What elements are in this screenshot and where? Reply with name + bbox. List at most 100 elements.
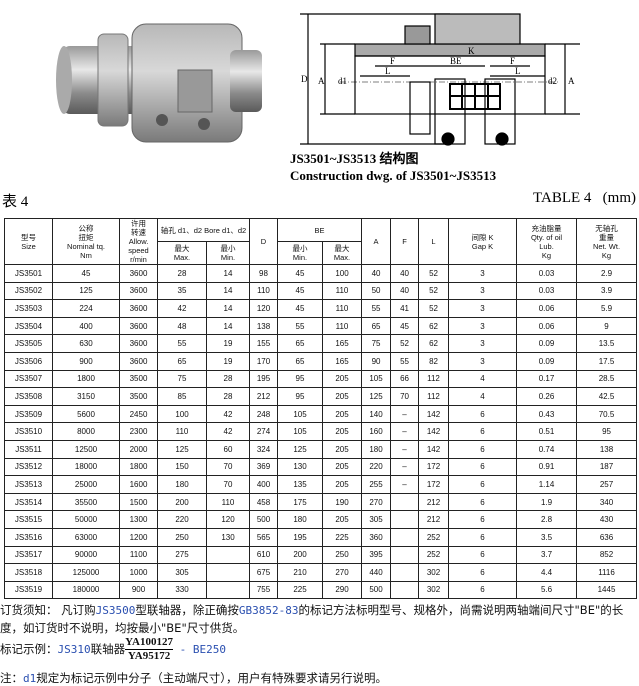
table-cell: 142: [418, 422, 450, 441]
table-cell: 630: [52, 334, 120, 353]
table-cell: 70: [206, 457, 250, 477]
table-cell: 6: [448, 545, 518, 565]
table-cell: 1800: [119, 457, 158, 477]
table-cell: 138: [249, 316, 278, 336]
table-cell: 500: [249, 510, 278, 529]
table-cell: 2000: [119, 439, 158, 459]
table-cell: 50: [361, 281, 392, 301]
table-cell: 1.9: [516, 492, 578, 512]
table-cell: 3600: [119, 264, 158, 283]
table-cell: 210: [277, 563, 323, 582]
table-cell: 65: [361, 316, 392, 336]
table-cell: 19: [206, 351, 250, 371]
svg-text:A: A: [318, 76, 325, 86]
table-cell: 105: [277, 404, 323, 424]
table-cell: 66: [390, 369, 420, 389]
table-cell: –: [390, 439, 420, 459]
table-cell: 5.6: [516, 580, 578, 600]
table-cell: –: [390, 422, 420, 441]
table-cell: 55: [390, 351, 420, 371]
header-L: L: [418, 218, 450, 265]
table-cell: JS3514: [4, 492, 53, 512]
table-cell: [390, 563, 420, 582]
table-cell: 900: [52, 351, 120, 371]
table-cell: 852: [576, 545, 638, 565]
table-cell: JS3509: [4, 404, 53, 424]
table-cell: 95: [277, 387, 323, 406]
table-cell: 205: [321, 475, 363, 494]
table-cell: 6: [448, 580, 518, 600]
table-cell: 3500: [119, 369, 158, 389]
header-bore: 轴孔 d1、d2 Bore d1、d2: [157, 218, 250, 242]
table-cell: [206, 563, 250, 582]
table-cell: 0.51: [516, 422, 578, 441]
table-cell: 270: [361, 492, 392, 512]
table-cell: 112: [418, 387, 450, 406]
table-cell: 0.09: [516, 334, 578, 353]
table-row: JS3508 3150 3500 85 28 212 95 205 125 70 112 4 0.26 4…: [4, 387, 638, 406]
table-cell: 205: [321, 457, 363, 477]
table-cell: 6: [448, 527, 518, 547]
coupling-photo: [56, 23, 262, 143]
table-cell: 1300: [119, 510, 158, 529]
table-cell: 250: [321, 545, 363, 565]
table-cell: –: [390, 457, 420, 477]
table-cell: 250: [157, 527, 207, 547]
table-cell: 1500: [119, 492, 158, 512]
table-cell: 400: [249, 475, 278, 494]
table-row: JS3511 12500 2000 125 60 324 125 205 180–142 6 0.7…: [4, 439, 638, 459]
order-note-line1: 订货须知： 凡订购JS3500型联轴器，除正确按GB3852-83的标记方法标明…: [0, 603, 624, 617]
table-cell: [390, 510, 420, 529]
table-cell: JS3508: [4, 387, 53, 406]
table-cell: –: [390, 475, 420, 494]
table-cell: 42: [157, 299, 207, 318]
table-row: JS3516 63000 1200 250 130 565 195 225 360 252 6 3.5…: [4, 527, 638, 547]
table-cell: 105: [277, 422, 323, 441]
table-cell: 6: [448, 510, 518, 529]
table-cell: 155: [249, 334, 278, 353]
table-cell: 4.4: [516, 563, 578, 582]
table-cell: 430: [576, 510, 638, 529]
table-cell: 110: [321, 299, 363, 318]
table-cell: 100: [321, 264, 363, 283]
table-cell: JS3501: [4, 264, 53, 283]
table-row: JS3515 50000 1300 220 120 500 180 205 305 212 6 2.8…: [4, 510, 638, 529]
table-cell: JS3502: [4, 281, 53, 301]
table-cell: 0.06: [516, 316, 578, 336]
table-cell: 458: [249, 492, 278, 512]
table-cell: [206, 580, 250, 600]
table-cell: 35500: [52, 492, 120, 512]
table-cell: 0.26: [516, 387, 578, 406]
header-be-max: 最大 Max.: [321, 241, 363, 265]
table-cell: 98: [249, 264, 278, 283]
svg-text:BE: BE: [450, 56, 462, 66]
table-cell: 3.7: [516, 545, 578, 565]
table-cell: 42.5: [576, 387, 638, 406]
table-cell: 110: [321, 316, 363, 336]
table-cell: 63000: [52, 527, 120, 547]
table-cell: 65: [277, 351, 323, 371]
table-cell: 395: [361, 545, 392, 565]
table-cell: 35: [157, 281, 207, 301]
table-cell: 40: [361, 264, 392, 283]
table-cell: 3: [448, 334, 518, 353]
table-cell: JS3516: [4, 527, 53, 547]
table-cell: 3600: [119, 281, 158, 301]
table-cell: 195: [249, 369, 278, 389]
table-cell: [390, 545, 420, 565]
header-BE: BE: [276, 218, 363, 242]
table-cell: 190: [321, 492, 363, 512]
table-cell: 9: [576, 316, 638, 336]
table-cell: 172: [418, 475, 450, 494]
table-cell: 360: [361, 527, 392, 547]
table-cell: 95: [277, 369, 323, 389]
header-size: 型号 Size: [4, 218, 53, 265]
table-cell: 125: [361, 387, 392, 406]
table-cell: 6: [448, 475, 518, 494]
table-cell: 52: [418, 281, 450, 301]
table-row: JS3509 5600 2450 100 42 248 105 205 140–142 6 0.43…: [4, 404, 638, 424]
figure-caption-en: Construction dwg. of JS3501~JS3513: [290, 168, 497, 183]
table-cell: 8000: [52, 422, 120, 441]
table-cell: 500: [361, 580, 392, 600]
table-cell: 70.5: [576, 404, 638, 424]
